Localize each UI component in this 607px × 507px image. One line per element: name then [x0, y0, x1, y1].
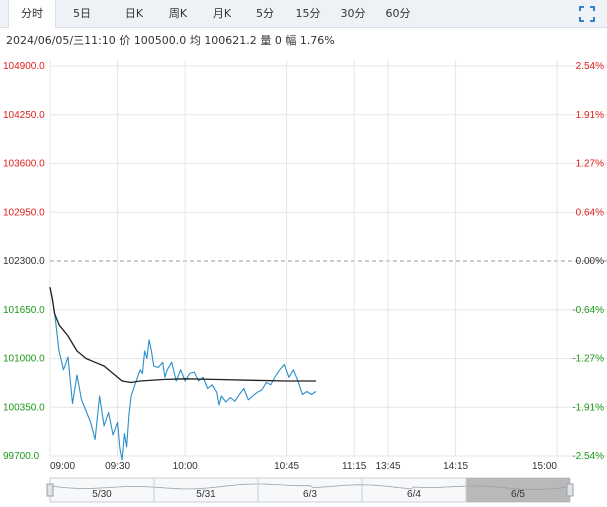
x-tick-label: 10:00 — [173, 461, 198, 472]
x-axis-time-labels: 09:00 09:30 10:00 10:45 11:15 13:45 14:15 15:00 — [50, 461, 557, 472]
y-tick-label: 103600.0 — [3, 159, 45, 170]
avg-value: 100621.2 — [204, 34, 257, 47]
pct-tick-label: 1.27% — [576, 159, 604, 170]
chart-grid — [49, 60, 607, 457]
navigator-date-label[interactable]: 5/30 — [92, 489, 112, 500]
tab-2[interactable]: 5日 — [73, 7, 91, 20]
pct-tick-label: -0.64% — [572, 305, 604, 316]
navigator-date-label[interactable]: 6/3 — [303, 489, 317, 500]
tab-7[interactable]: 15分 — [295, 7, 321, 20]
price-label: 价 — [119, 34, 131, 47]
y-tick-label: 104900.0 — [3, 61, 45, 72]
tab-3[interactable]: 日K — [124, 7, 144, 20]
navigator-overview-line — [49, 483, 571, 490]
avg-label: 均 — [189, 34, 201, 47]
x-tick-label: 09:00 — [50, 461, 75, 472]
change-label: 幅 — [285, 34, 297, 47]
average-series-line — [49, 287, 316, 384]
quote-info-bar: 2024/06/05/三11:10 价 100500.0 均 100621.2 … — [6, 32, 335, 48]
change-value: 1.76% — [299, 34, 335, 47]
volume-label: 量 — [260, 34, 272, 47]
y-tick-label: 99700.0 — [3, 451, 40, 462]
y-tick-label: 102950.0 — [3, 207, 45, 218]
navigator-date-label[interactable]: 5/31 — [196, 489, 216, 500]
y-tick-label: 100350.0 — [3, 402, 45, 413]
navigator-drag-handle[interactable] — [46, 483, 54, 497]
y-tick-label: 101650.0 — [3, 305, 45, 316]
pct-tick-label: -1.91% — [572, 402, 604, 413]
pct-tick-label: 0.00% — [576, 256, 604, 267]
pct-tick-label: 1.91% — [576, 110, 604, 121]
y-axis-price-labels: 104900.0 104250.0 103600.0 102950.0 102300.0… — [3, 61, 45, 462]
pct-tick-label: -1.27% — [572, 354, 604, 365]
x-tick-label: 10:45 — [274, 461, 299, 472]
tab-9[interactable]: 60分 — [385, 7, 411, 20]
pct-tick-label: 0.64% — [576, 207, 604, 218]
tab-1[interactable]: 分时 — [8, 0, 56, 28]
x-tick-label: 13:45 — [375, 461, 400, 472]
navigator-selection[interactable] — [466, 478, 570, 502]
navigator-drag-handle[interactable] — [566, 483, 574, 497]
y-axis-percent-labels: 2.54% 1.91% 1.27% 0.64% 0.00% -0.64% -1.27% -1.… — [572, 61, 604, 462]
navigator-date-label[interactable]: 6/5 — [511, 489, 525, 500]
y-tick-label: 102300.0 — [3, 256, 45, 267]
y-tick-label: 101000.0 — [3, 354, 45, 365]
tab-5[interactable]: 月K — [212, 7, 232, 20]
pct-tick-label: -2.54% — [572, 451, 604, 462]
x-tick-label: 15:00 — [532, 461, 557, 472]
fullscreen-icon[interactable] — [579, 6, 595, 22]
price-series-line — [49, 287, 317, 461]
tab-6[interactable]: 5分 — [256, 7, 274, 20]
quote-datetime: 2024/06/05/三11:10 — [6, 34, 116, 47]
tab-8[interactable]: 30分 — [340, 7, 366, 20]
x-tick-label: 09:30 — [105, 461, 130, 472]
chart-series — [49, 287, 317, 461]
period-tab-bar: 分时 5日 日K 周K 月K 5分 15分 30分 60分 — [0, 0, 607, 28]
navigator-date-label[interactable]: 6/4 — [407, 489, 421, 500]
date-navigator[interactable]: 5/30 5/31 6/3 6/4 6/5 — [46, 477, 574, 503]
pct-tick-label: 2.54% — [576, 61, 604, 72]
volume-value: 0 — [274, 34, 282, 47]
x-tick-label: 14:15 — [443, 461, 468, 472]
tab-4[interactable]: 周K — [168, 7, 188, 20]
x-tick-label: 11:15 — [342, 461, 367, 472]
price-value: 100500.0 — [133, 34, 187, 47]
y-tick-label: 104250.0 — [3, 110, 45, 121]
